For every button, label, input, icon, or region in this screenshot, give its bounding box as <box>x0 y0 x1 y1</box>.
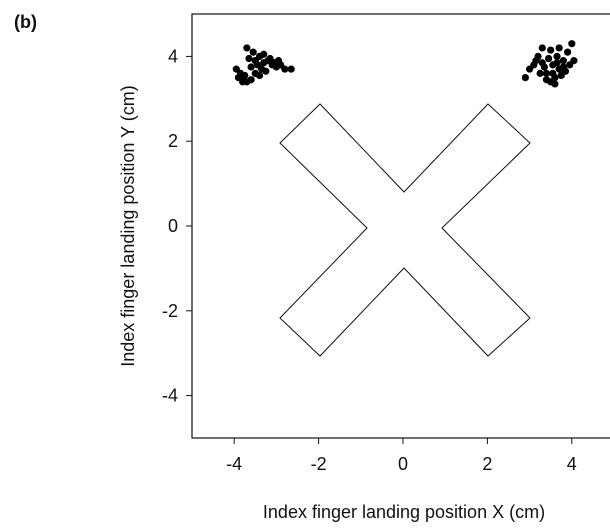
y-tick-label: -2 <box>162 301 178 321</box>
target-cross <box>279 103 531 357</box>
y-tick-label: 0 <box>168 216 178 236</box>
data-point <box>247 76 255 84</box>
data-point <box>553 52 561 61</box>
data-point <box>287 65 295 73</box>
x-axis-label: Index finger landing position X (cm) <box>263 502 545 522</box>
data-point <box>553 59 561 67</box>
data-point <box>559 57 567 65</box>
y-tick-label: 4 <box>168 46 178 66</box>
data-point <box>559 63 567 71</box>
data-point <box>551 80 559 88</box>
panel-label: (b) <box>14 12 37 32</box>
x-tick-label: 2 <box>482 454 492 474</box>
data-point <box>241 71 249 80</box>
data-point <box>260 50 268 58</box>
data-point <box>255 71 264 80</box>
data-point <box>274 57 283 65</box>
data-point <box>542 69 551 77</box>
data-point <box>532 57 540 65</box>
y-tick-label: -4 <box>162 386 178 406</box>
y-axis-label: Index finger landing position Y (cm) <box>118 85 138 367</box>
data-point <box>521 74 529 82</box>
data-point <box>243 44 251 52</box>
data-point <box>247 63 255 71</box>
data-point <box>547 46 555 54</box>
x-tick-label: -2 <box>311 454 327 474</box>
data-point <box>544 54 553 63</box>
data-point <box>232 65 240 73</box>
data-point <box>542 76 551 84</box>
data-point <box>538 44 546 52</box>
data-point <box>555 44 563 52</box>
x-tick-label: 4 <box>567 454 577 474</box>
data-point <box>251 57 259 65</box>
data-point <box>549 69 557 77</box>
data-point <box>538 59 546 67</box>
data-point <box>536 69 544 77</box>
data-point <box>245 54 253 63</box>
data-point <box>570 57 578 65</box>
data-point <box>249 48 257 56</box>
data-point <box>563 48 572 56</box>
data-point <box>262 67 270 75</box>
x-tick-label: -4 <box>226 454 242 474</box>
data-point <box>239 78 247 86</box>
data-point <box>281 65 289 73</box>
x-tick-label: 0 <box>398 454 408 474</box>
y-tick-label: 2 <box>168 131 178 151</box>
data-point <box>568 40 576 48</box>
